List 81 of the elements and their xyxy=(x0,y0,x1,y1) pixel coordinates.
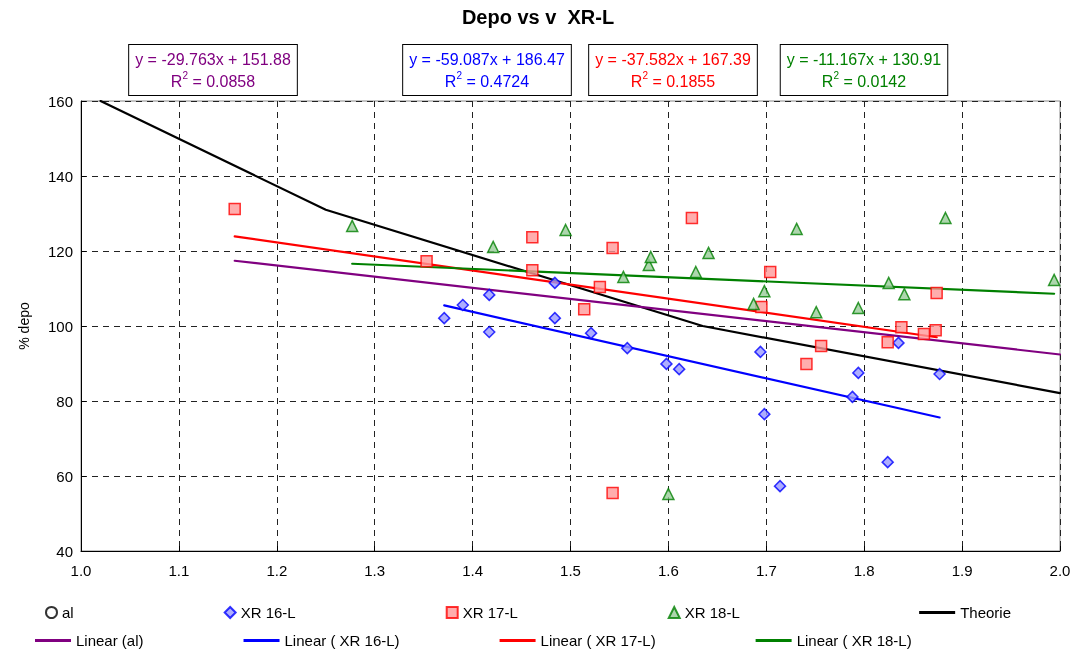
point xyxy=(758,284,771,298)
point xyxy=(420,254,433,268)
y-tick-label: 120 xyxy=(47,242,73,260)
point xyxy=(644,250,658,264)
point xyxy=(929,323,942,337)
point xyxy=(933,367,946,381)
point xyxy=(881,455,894,469)
point xyxy=(228,202,241,216)
y-tick-label: 140 xyxy=(47,167,73,185)
legend-label: Theorie xyxy=(960,604,1011,621)
point xyxy=(548,311,562,325)
point xyxy=(662,487,675,501)
point xyxy=(852,366,865,380)
point xyxy=(747,297,760,311)
y-tick-label: 40 xyxy=(56,542,73,560)
point xyxy=(763,265,777,279)
x-tick-label: 1.9 xyxy=(951,562,973,579)
point xyxy=(773,479,787,493)
x-tick-label: 2.0 xyxy=(1049,562,1071,579)
point xyxy=(577,302,591,316)
point xyxy=(800,357,813,371)
point xyxy=(548,276,562,290)
x-tick-label: 1.5 xyxy=(560,562,581,579)
point xyxy=(939,211,952,225)
point xyxy=(814,339,828,353)
point xyxy=(606,486,619,500)
point xyxy=(526,230,539,244)
x-tick-label: 1.0 xyxy=(70,562,92,579)
chart-title: Depo vs v XR-L xyxy=(461,6,615,28)
point xyxy=(482,288,496,302)
legend-label: Linear (al) xyxy=(76,632,144,649)
point xyxy=(486,240,500,254)
legend-label: XR 18-L xyxy=(684,604,740,621)
y-tick-label: 160 xyxy=(47,92,73,110)
point xyxy=(1047,273,1061,287)
point xyxy=(621,341,634,355)
point xyxy=(702,246,715,260)
y-tick-label: 80 xyxy=(56,392,73,410)
point xyxy=(482,325,496,339)
point xyxy=(852,301,865,315)
point xyxy=(790,222,803,236)
legend-label: XR 17-L xyxy=(462,604,518,621)
x-tick-label: 1.4 xyxy=(462,562,484,579)
legend-label: XR 16-L xyxy=(240,604,296,621)
point xyxy=(882,276,895,290)
point xyxy=(345,219,359,233)
legend-label: Linear ( XR 18-L) xyxy=(796,632,912,649)
point xyxy=(754,345,767,359)
point xyxy=(809,305,823,319)
line-series xyxy=(99,99,1062,395)
point xyxy=(559,223,572,237)
legend-label: Linear ( XR 17-L) xyxy=(540,632,656,649)
x-tick-label: 1.6 xyxy=(657,562,679,579)
y-axis-title: % depo xyxy=(16,302,32,350)
y-tick-label: 60 xyxy=(56,467,73,485)
point xyxy=(526,263,539,277)
point xyxy=(892,336,905,350)
x-tick-label: 1.3 xyxy=(364,562,386,579)
legend-label: al xyxy=(62,604,74,621)
point xyxy=(846,390,859,404)
point xyxy=(881,335,894,349)
y-tick-label: 100 xyxy=(47,317,73,335)
x-tick-label: 1.8 xyxy=(853,562,875,579)
x-tick-label: 1.2 xyxy=(266,562,288,579)
point xyxy=(895,320,908,334)
point xyxy=(660,357,673,371)
point xyxy=(930,286,943,300)
point xyxy=(685,211,699,225)
x-tick-label: 1.7 xyxy=(755,562,777,579)
point xyxy=(437,311,451,325)
x-tick-label: 1.1 xyxy=(168,562,190,579)
point xyxy=(606,241,619,255)
point xyxy=(672,362,686,376)
point xyxy=(689,265,703,279)
point xyxy=(593,280,607,294)
point xyxy=(617,270,630,284)
point xyxy=(758,407,771,421)
point xyxy=(898,287,911,301)
point xyxy=(584,326,598,340)
point xyxy=(456,298,470,312)
legend-label: Linear ( XR 16-L) xyxy=(284,632,400,649)
